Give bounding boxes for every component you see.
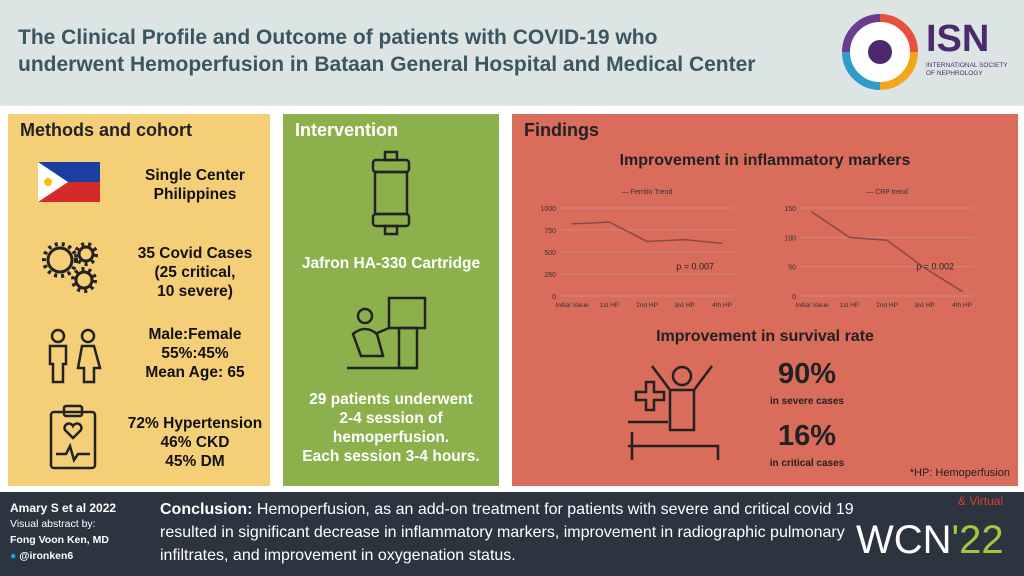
y-tick-label: 750 bbox=[544, 228, 556, 235]
crp-chart: — CRP trend 0 50 100 150 Initial Value 1st HP 2… bbox=[784, 189, 974, 309]
method-text: Mean Age: 65 bbox=[145, 364, 245, 381]
findings-panel: Findings Improvement in inflammatory mar… bbox=[512, 114, 1018, 486]
abstract-by: Visual abstract by: bbox=[10, 518, 96, 530]
y-tick-label: 150 bbox=[784, 206, 796, 213]
methods-panel: Methods and cohort Single Center Philippi… bbox=[8, 114, 270, 486]
isn-sub: OF NEPHROLOGY bbox=[926, 70, 983, 77]
recovered-patient-icon bbox=[628, 365, 720, 460]
x-tick-label: 3rd HP bbox=[914, 302, 934, 309]
footnote: *HP: Hemoperfusion bbox=[909, 467, 1010, 479]
methods-heading: Methods and cohort bbox=[20, 120, 192, 140]
isn-logo-text: ISN bbox=[926, 18, 990, 60]
x-tick-label: Initial Value bbox=[555, 302, 589, 309]
survival-subheading: Improvement in survival rate bbox=[656, 328, 874, 345]
method-text: 55%:45% bbox=[161, 345, 229, 362]
series-line bbox=[571, 221, 723, 244]
y-tick-label: 1000 bbox=[540, 206, 556, 213]
method-text: (25 critical, bbox=[154, 264, 236, 281]
critical-survival-label: in critical cases bbox=[769, 458, 845, 469]
data-point bbox=[721, 242, 723, 244]
conclusion-text: Hemoperfusion, as an add-on treatment fo… bbox=[160, 501, 854, 564]
cartridge-icon bbox=[371, 150, 411, 236]
data-point bbox=[571, 223, 573, 225]
data-point bbox=[646, 240, 648, 243]
legend-label: — Ferritin Trend bbox=[622, 189, 673, 196]
x-tick-label: Initial Value bbox=[795, 302, 829, 309]
data-point bbox=[848, 236, 851, 239]
philippines-flag-icon bbox=[38, 162, 100, 202]
x-tick-label: 4th HP bbox=[952, 302, 972, 309]
isn-emblem-icon bbox=[842, 14, 918, 90]
citation: Amary S et al 2022 bbox=[10, 501, 117, 515]
critical-survival-value: 16% bbox=[777, 420, 837, 452]
data-point bbox=[923, 267, 926, 269]
x-tick-label: 1st HP bbox=[600, 302, 620, 309]
data-point bbox=[683, 238, 686, 241]
severe-survival-value: 90% bbox=[777, 358, 837, 390]
wcn-year: '22 bbox=[951, 518, 1004, 562]
y-tick-label: 0 bbox=[552, 294, 556, 301]
severe-survival-label: in severe cases bbox=[770, 396, 844, 407]
intervention-panel: Intervention Jafron HA-330 Cartridge 29 … bbox=[283, 114, 499, 486]
y-tick-label: 0 bbox=[792, 294, 796, 301]
male-female-icon bbox=[48, 328, 102, 384]
isn-logo: ISN INTERNATIONAL SOCIETY OF NEPHROLOGY bbox=[840, 6, 1020, 100]
method-text: 72% Hypertension bbox=[127, 415, 263, 432]
data-point bbox=[608, 221, 611, 223]
data-point bbox=[811, 211, 813, 213]
x-tick-label: 1st HP bbox=[840, 302, 860, 309]
virus-gears-icon bbox=[42, 242, 98, 293]
virtual-label: & Virtual bbox=[958, 494, 1004, 508]
y-tick-label: 500 bbox=[544, 250, 556, 257]
conclusion-label: Conclusion: bbox=[160, 501, 253, 518]
method-text: Single Center bbox=[145, 167, 245, 184]
data-point bbox=[886, 239, 888, 242]
x-tick-label: 2nd HP bbox=[636, 302, 658, 309]
markers-subheading: Improvement in inflammatory markers bbox=[619, 152, 911, 169]
page-title: The Clinical Profile and Outcome of pati… bbox=[18, 24, 818, 78]
method-text: 45% DM bbox=[165, 453, 225, 470]
twitter-icon: ● bbox=[10, 550, 17, 562]
y-tick-label: 50 bbox=[788, 265, 796, 272]
intervention-text: hemoperfusion. bbox=[332, 429, 450, 446]
y-tick-label: 250 bbox=[544, 272, 556, 279]
ferritin-chart: — Ferritin Trend 0 250 500 750 1000 Initial Va… bbox=[540, 189, 734, 309]
patient-machine-icon bbox=[347, 296, 427, 370]
intervention-heading: Intervention bbox=[295, 120, 399, 140]
title-line: underwent Hemoperfusion in Bataan Genera… bbox=[18, 53, 756, 76]
isn-sub: INTERNATIONAL SOCIETY bbox=[926, 62, 1008, 69]
title-line: The Clinical Profile and Outcome of pati… bbox=[18, 26, 658, 49]
cartridge-label: Jafron HA-330 Cartridge bbox=[301, 255, 481, 272]
series-line bbox=[811, 211, 963, 292]
method-text: Philippines bbox=[153, 186, 237, 203]
method-text: 10 severe) bbox=[157, 283, 233, 300]
y-tick-label: 100 bbox=[784, 235, 796, 242]
intervention-text: 2-4 session of bbox=[339, 410, 443, 427]
method-text: Male:Female bbox=[148, 326, 242, 343]
intervention-text: Each session 3-4 hours. bbox=[302, 448, 480, 465]
wcn-logo: WCN'22 bbox=[856, 518, 1004, 563]
clipboard-heart-icon bbox=[49, 404, 97, 470]
header: The Clinical Profile and Outcome of pati… bbox=[0, 0, 1024, 106]
x-tick-label: 4th HP bbox=[712, 302, 732, 309]
footer: Amary S et al 2022 Visual abstract by: F… bbox=[0, 492, 1024, 576]
intervention-text: 29 patients underwent bbox=[309, 391, 473, 408]
legend-label: — CRP trend bbox=[866, 189, 908, 196]
author: Fong Voon Ken, MD bbox=[10, 534, 109, 546]
wcn-text: WCN bbox=[856, 518, 952, 562]
method-text: 46% CKD bbox=[160, 434, 230, 451]
method-text: 35 Covid Cases bbox=[137, 245, 253, 262]
p-value-annotation: p = 0.002 bbox=[916, 262, 954, 272]
x-tick-label: 3rd HP bbox=[674, 302, 694, 309]
x-tick-label: 2nd HP bbox=[876, 302, 898, 309]
p-value-annotation: p = 0.007 bbox=[676, 262, 714, 272]
data-point bbox=[961, 290, 963, 293]
twitter-handle[interactable]: @ironken6 bbox=[19, 550, 74, 562]
findings-heading: Findings bbox=[524, 120, 599, 140]
